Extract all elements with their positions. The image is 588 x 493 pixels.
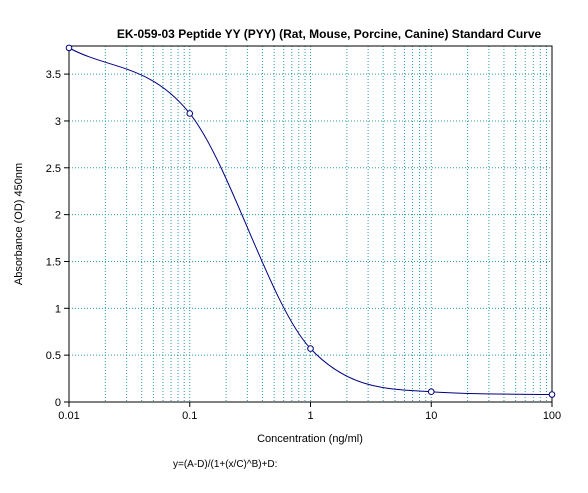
y-tick-label: 0.5 [46,350,61,362]
x-tick-label: 1 [307,410,313,422]
data-point [548,391,556,398]
grid-lines [69,46,552,402]
data-point [427,388,435,395]
axis-ticks: 0.01 0.1 1 10 100 0 0.5 1 1.5 2 2.5 3 3.5 [46,69,561,422]
y-tick-label: 2 [55,210,61,222]
chart-title: EK-059-03 Peptide YY (PYY) (Rat, Mouse, … [117,27,542,41]
y-axis-label: Absorbance (OD) 450nm [13,163,25,285]
data-points [65,44,556,398]
y-tick-label: 1.5 [46,256,61,268]
data-point [307,345,314,352]
y-tick-label: 1 [55,303,61,315]
y-tick-label: 3.5 [46,69,61,81]
y-tick-label: 0 [55,397,61,409]
x-tick-label: 100 [543,410,561,422]
y-tick-label: 3 [55,116,61,128]
x-axis-label: Concentration (ng/ml) [257,433,363,445]
x-tick-label: 0.01 [58,410,79,422]
x-tick-label: 10 [425,410,437,422]
fit-curve [68,47,553,396]
data-point [186,110,194,117]
formula-label: y=(A-D)/(1+(x/C)^B)+D: [173,459,277,470]
y-tick-label: 2.5 [46,163,61,175]
data-point [65,44,73,52]
x-tick-label: 0.1 [182,410,197,422]
